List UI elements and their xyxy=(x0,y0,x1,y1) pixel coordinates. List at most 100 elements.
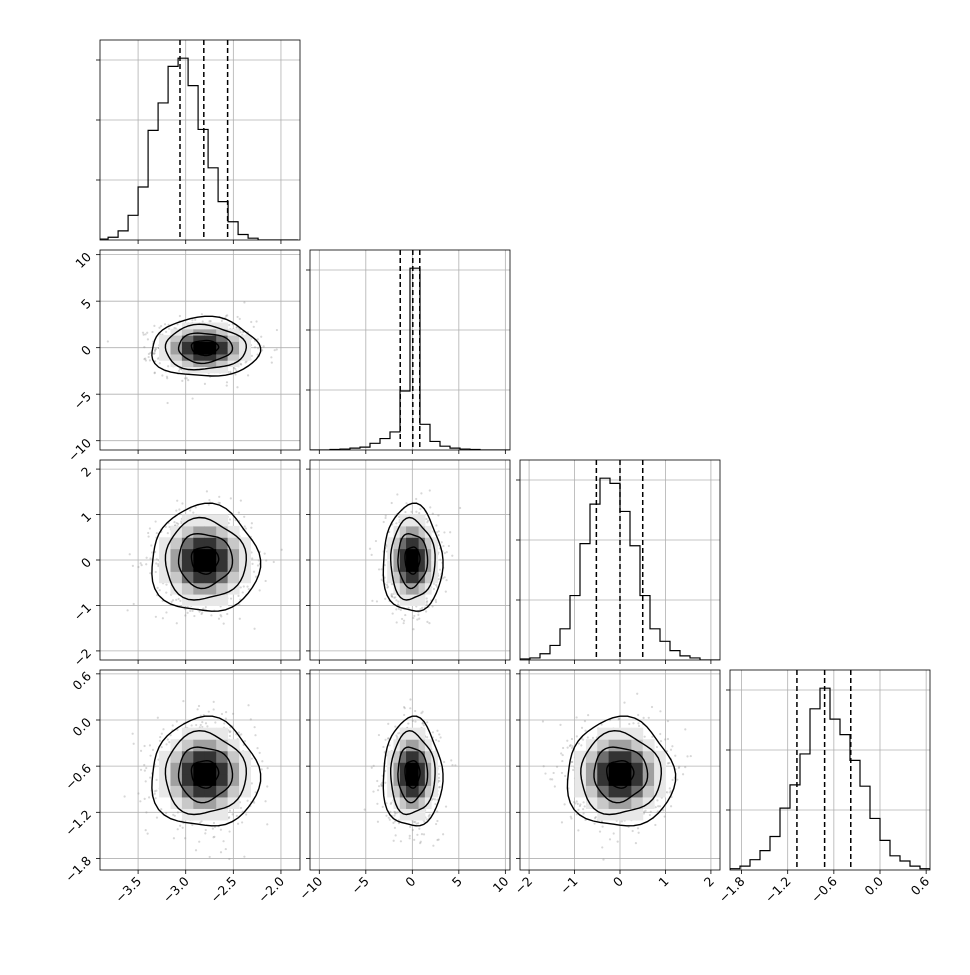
sample-point xyxy=(555,765,559,768)
scatter-panel xyxy=(310,460,510,660)
sample-point xyxy=(149,351,152,354)
sample-point xyxy=(444,590,447,593)
sample-point xyxy=(374,539,378,543)
sample-point xyxy=(376,802,379,805)
sample-point xyxy=(246,799,249,802)
sample-point xyxy=(145,766,148,770)
density-cell xyxy=(412,739,420,752)
sample-point xyxy=(203,382,207,386)
sample-point xyxy=(432,844,435,847)
sample-point xyxy=(659,710,662,713)
density-cell xyxy=(393,785,401,798)
sample-point xyxy=(684,766,687,769)
density-cell xyxy=(181,328,194,336)
panel-frame xyxy=(99,39,301,241)
density-cell xyxy=(620,739,632,752)
sample-point xyxy=(393,810,396,813)
sample-point xyxy=(388,744,391,747)
sample-point xyxy=(422,833,426,836)
sample-point xyxy=(243,525,246,528)
sample-point xyxy=(666,720,670,723)
density-cell xyxy=(216,548,229,561)
y-tick-label: −0.6 xyxy=(62,761,94,793)
sample-point xyxy=(395,608,398,611)
sample-point xyxy=(399,608,402,612)
sample-point xyxy=(143,763,146,767)
density-cell xyxy=(412,750,420,763)
density-cell xyxy=(620,808,632,821)
sample-point xyxy=(224,710,228,714)
density-cell xyxy=(631,773,644,786)
sample-point xyxy=(179,599,182,602)
sample-point xyxy=(684,728,687,731)
sample-point xyxy=(438,568,442,571)
density-cell xyxy=(631,739,644,752)
sample-point xyxy=(431,605,434,608)
sample-point xyxy=(225,314,228,317)
density-cell xyxy=(424,750,432,763)
sample-point xyxy=(165,811,168,815)
sample-point xyxy=(392,839,395,842)
sample-point xyxy=(429,506,432,509)
x-tick-label: 1 xyxy=(655,874,671,890)
sample-point xyxy=(191,609,194,613)
sample-point xyxy=(143,358,146,361)
sample-point xyxy=(178,314,181,318)
sample-point xyxy=(404,510,407,514)
sample-point xyxy=(396,811,399,814)
sample-point xyxy=(420,833,424,836)
density-cell xyxy=(227,548,240,561)
sample-point xyxy=(439,736,442,739)
sample-point xyxy=(158,362,161,365)
sample-point xyxy=(239,806,243,810)
sample-point xyxy=(220,319,223,323)
sample-point xyxy=(393,811,397,814)
sample-point xyxy=(238,317,241,320)
sample-point xyxy=(425,517,428,521)
sample-point xyxy=(637,831,640,834)
sample-point xyxy=(370,553,373,557)
sample-point xyxy=(384,514,387,517)
density-cell xyxy=(642,762,655,775)
sample-point xyxy=(658,805,662,808)
sample-point xyxy=(256,747,259,750)
sample-point xyxy=(650,705,654,709)
sample-point xyxy=(201,320,204,323)
sample-point xyxy=(659,739,663,743)
sample-point xyxy=(407,606,410,610)
density-cell xyxy=(239,353,251,361)
sample-point xyxy=(393,826,397,829)
density-cell xyxy=(642,750,655,763)
sample-point xyxy=(266,767,269,770)
sample-point xyxy=(411,719,414,722)
sample-point xyxy=(106,340,109,343)
contour-line xyxy=(177,332,234,365)
sample-point xyxy=(668,761,671,765)
x-tick-label: 0.0 xyxy=(861,873,886,898)
density-cell xyxy=(170,571,183,584)
sample-point xyxy=(250,320,253,324)
sample-point xyxy=(371,599,374,602)
y-tick-label: −1.2 xyxy=(62,807,94,839)
sample-point xyxy=(434,822,438,826)
sample-point xyxy=(237,731,240,734)
x-tick-label: −1.2 xyxy=(762,874,794,906)
sample-point xyxy=(634,842,638,845)
sample-point xyxy=(251,562,254,566)
sample-point xyxy=(194,318,197,321)
density-cell xyxy=(227,347,240,355)
sample-point xyxy=(393,820,397,823)
sample-point xyxy=(214,721,217,724)
sample-point xyxy=(157,563,160,566)
sample-point xyxy=(434,600,438,604)
contour-line xyxy=(566,715,677,827)
sample-point xyxy=(199,723,202,727)
sample-point xyxy=(153,324,156,327)
sample-point xyxy=(686,755,689,758)
density-cell xyxy=(631,750,644,763)
sample-point xyxy=(153,350,156,353)
sample-point xyxy=(643,735,646,738)
density-cell xyxy=(412,762,420,775)
sample-point xyxy=(431,731,435,734)
